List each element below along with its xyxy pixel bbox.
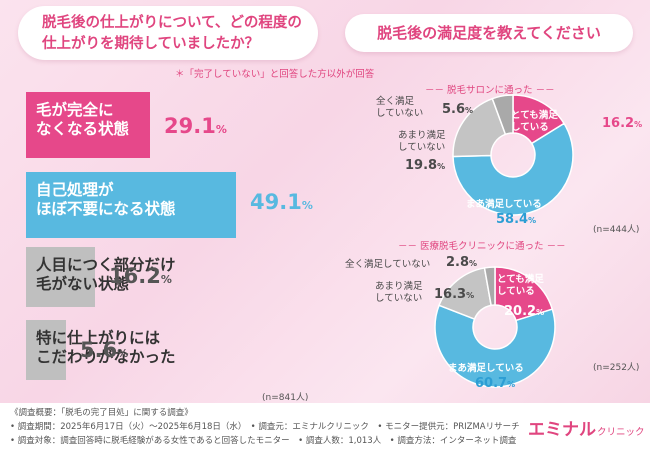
salon-value-not-very: 19.8% [401,158,446,173]
label-line1: 全く満足していない [345,259,431,270]
clinic-chart-title: －－ 医療脱毛クリニックに通った －－ [398,241,566,252]
bar-almost-no-selfcare: 自己処理が ほぼ不要になる状態 [26,172,236,238]
bar-value-number: 5.6 [80,338,118,362]
label-line2: している [511,121,549,133]
bar-label-line2: ほぼ不要になる状態 [36,200,176,218]
survey-period-line: • 調査期間：2025年6月17日（火）～2025年6月18日（水） • 調査元… [10,422,520,432]
bar-visible-areas-only: 人目につく部分だけ 毛がない状態 [26,247,176,307]
clinic-slice-not-at-all [483,266,496,307]
survey-heading: 《調査概要：「脱毛の完了目処」に関する調査》 [10,408,193,418]
brand-logo: エミナルクリニック [528,415,645,440]
value-number: 2.8 [446,255,470,270]
bar-value: 16.2% [109,264,172,288]
percent-sign: % [634,120,643,129]
percent-sign: % [536,308,545,317]
salon-title-text: 脱毛サロンに通った [447,85,533,96]
value-number: 20.2 [504,304,537,319]
percent-sign: % [465,106,474,115]
salon-value-very-satisfied: 16.2% [598,116,643,131]
label-line1: あまり満足 [375,281,423,292]
label-line1: まあ満足している [448,363,524,374]
clinic-label-somewhat: まあ満足している [448,363,524,375]
bar-no-preference: 特に仕上がりには こだわりがなかった [26,320,176,380]
salon-label-very-satisfied: とても満足 している [511,110,558,133]
clinic-label-not-at-all: 全く満足していない [345,259,430,271]
bar-value-number: 29.1 [164,114,216,138]
clinic-value-very-satisfied: 20.2% [500,304,545,319]
label-line1: 全く満足 [376,96,415,107]
salon-label-not-at-all: 全く満足 していない [376,96,423,119]
percent-sign: % [437,162,446,171]
brand-sub: クリニック [597,427,645,438]
label-line2: していない [375,292,423,304]
question-left: 脱毛後の仕上がりについて、どの程度の 仕上がりを期待していましたか？ [18,6,318,60]
label-line1: まあ満足している [466,199,542,210]
percent-sign: % [301,199,313,212]
label-line1: あまり満足 [398,130,446,141]
percent-sign: % [215,123,227,136]
clinic-value-not-at-all: 2.8% [442,255,478,270]
sample-size-salon: (n=444人) [593,225,640,235]
question-left-line1: 脱毛後の仕上がりについて、どの程度の [42,15,302,31]
question-left-line2: 仕上がりを期待していましたか？ [42,36,260,52]
value-number: 16.3 [434,287,467,302]
percent-sign: % [507,380,516,389]
bar-value: 49.1% [250,190,313,214]
bar-label-line1: 自己処理が [36,181,114,199]
bar-complete-removal: 毛が完全に なくなる状態 [26,92,150,158]
percent-sign: % [160,273,172,286]
percent-sign: % [528,216,537,225]
salon-chart-title: －－ 脱毛サロンに通った －－ [425,85,555,96]
sample-size-clinic: (n=252人) [593,363,640,373]
label-line1: とても満足 [497,274,544,285]
salon-value-not-at-all: 5.6% [438,102,474,117]
sample-size-left: (n=841人) [262,393,309,403]
salon-slice-somewhat [452,122,574,216]
label-line2: していない [398,141,446,153]
salon-label-not-very: あまり満足 していない [398,130,446,153]
percent-sign: % [466,291,475,300]
bar-value: 5.6% [80,338,128,362]
clinic-value-somewhat: 60.7% [471,376,516,391]
salon-value-somewhat: 58.4% [492,212,537,227]
salon-label-somewhat: まあ満足している [466,199,542,211]
label-line2: している [497,285,535,297]
bar-label-line1: 特に仕上がりには [36,329,161,347]
value-number: 19.8 [405,158,438,173]
value-number: 60.7 [475,376,508,391]
survey-footer: 《調査概要：「脱毛の完了目処」に関する調査》 • 調査期間：2025年6月17日… [0,403,650,450]
clinic-label-very-satisfied: とても満足 している [497,274,544,297]
brand-name: エミナル [528,420,596,440]
clinic-slice-somewhat [434,304,556,388]
bar-value: 29.1% [164,114,227,138]
percent-sign: % [469,259,478,268]
bar-value-number: 49.1 [250,190,302,214]
bar-label-line1: 人目につく部分だけ [36,256,176,274]
question-right: 脱毛後の満足度を教えてください [345,14,633,52]
respondent-note: ＊「完了していない」と回答した方以外が回答 [175,69,375,80]
value-number: 58.4 [496,212,529,227]
bar-label-line2: 毛がない状態 [36,275,130,293]
survey-target-line: • 調査対象：調査回答時に脱毛経験がある女性であると回答したモニター • 調査人… [10,436,517,446]
label-line2: していない [376,107,424,119]
salon-slice-not-at-all [491,94,514,136]
salon-donut-chart [452,94,574,216]
clinic-title-text: 医療脱毛クリニックに通った [420,241,544,252]
clinic-label-not-very: あまり満足 していない [375,281,423,304]
bar-value-number: 16.2 [109,264,161,288]
clinic-value-not-very: 16.3% [430,287,475,302]
label-line1: とても満足 [511,110,558,121]
clinic-donut-chart [434,266,556,388]
bar-label-line1: 毛が完全に [36,101,114,119]
percent-sign: % [117,347,129,360]
bar-label-line2: なくなる状態 [36,120,130,138]
value-number: 5.6 [442,102,466,117]
value-number: 16.2 [602,116,635,131]
bar-label-line2: こだわりがなかった [36,348,176,366]
